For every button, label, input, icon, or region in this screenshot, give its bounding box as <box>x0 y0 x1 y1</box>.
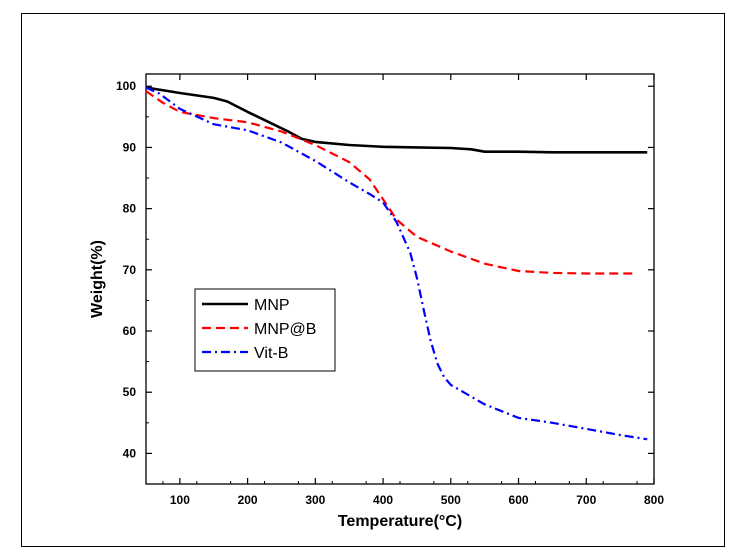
x-tick-label: 100 <box>170 493 190 507</box>
x-tick-label: 700 <box>576 493 596 507</box>
y-tick-label: 90 <box>123 140 137 154</box>
legend-label-mnp-b: MNP@B <box>254 321 316 338</box>
plot-area-border <box>145 73 655 485</box>
x-axis-label: Temperature(°C) <box>338 513 462 530</box>
y-tick-label: 40 <box>123 446 137 460</box>
x-tick-label: 300 <box>305 493 325 507</box>
y-tick-label: 60 <box>123 324 137 338</box>
y-tick-label: 70 <box>123 263 137 277</box>
x-axis-ticks <box>162 74 655 484</box>
series-line-vit-b <box>145 86 648 441</box>
series-line-mnp-b <box>145 90 634 275</box>
y-tick-label: 80 <box>123 202 137 216</box>
x-tick-label: 600 <box>509 493 529 507</box>
series-line-mnp <box>145 86 648 154</box>
legend-box <box>194 288 336 372</box>
legend-label-vit-b: Vit-B <box>254 345 288 362</box>
y-tick-label: 100 <box>116 79 136 93</box>
legend-label-mnp: MNP <box>254 297 290 314</box>
legend: MNP MNP@B Vit-B <box>194 288 336 372</box>
y-axis-label: Weight(%) <box>89 240 106 318</box>
x-tick-label: 800 <box>644 493 664 507</box>
line-chart: 100 200 300 400 500 600 700 800 40 50 60 70 80 90 100… <box>89 73 664 530</box>
series-lines <box>145 86 648 441</box>
y-axis-ticks <box>146 85 654 485</box>
x-axis-tick-labels: 100 200 300 400 500 600 700 800 <box>170 493 664 507</box>
x-tick-label: 400 <box>373 493 393 507</box>
y-tick-label: 50 <box>123 385 137 399</box>
x-tick-label: 200 <box>238 493 258 507</box>
x-tick-label: 500 <box>441 493 461 507</box>
figure-frame: 100 200 300 400 500 600 700 800 40 50 60 70 80 90 100… <box>21 13 725 547</box>
y-axis-tick-labels: 40 50 60 70 80 90 100 <box>116 79 136 460</box>
